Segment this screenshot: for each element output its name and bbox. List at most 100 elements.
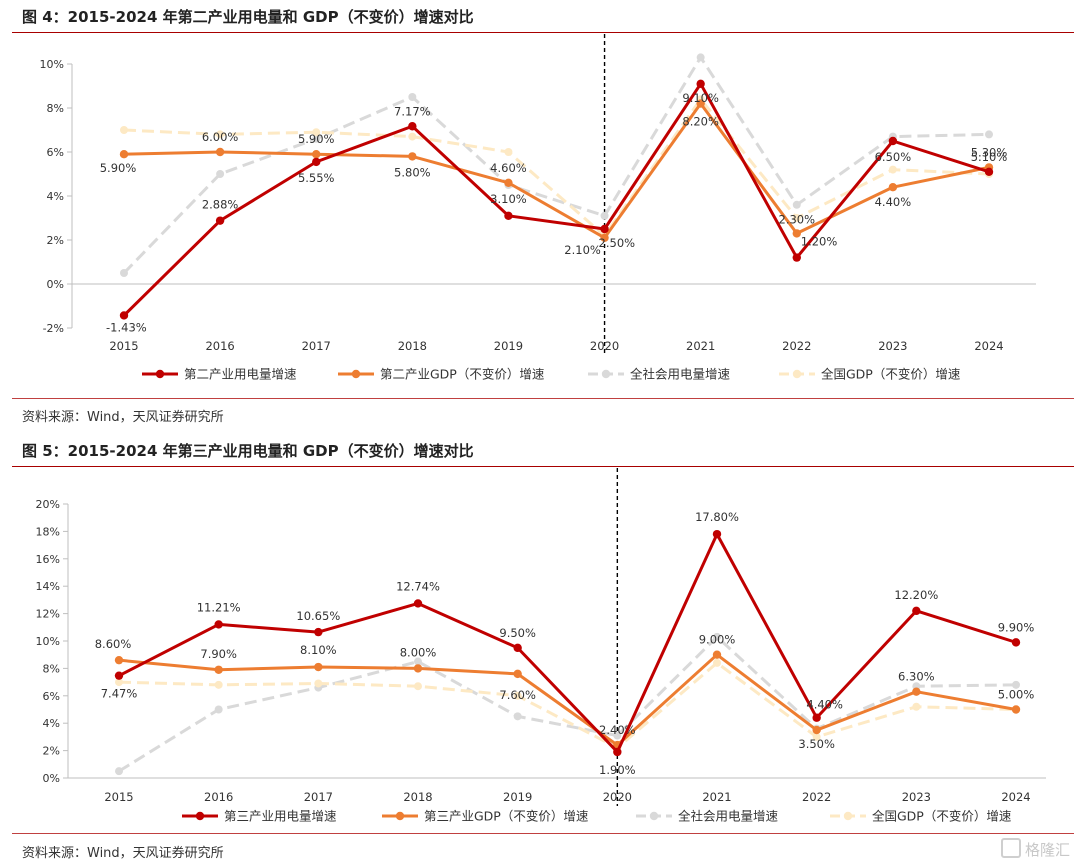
data-point [1011, 705, 1021, 714]
data-label: 9.00% [699, 633, 736, 647]
x-tick-label: 2021 [686, 339, 715, 353]
data-label: 9.10% [682, 91, 719, 105]
y-tick-label: 20% [36, 498, 60, 511]
data-point [888, 165, 897, 174]
y-tick-label: 0% [47, 278, 64, 291]
legend-swatch-marker [395, 811, 405, 821]
series-line [123, 102, 990, 240]
data-label: 5.30% [971, 145, 1008, 159]
data-point [214, 680, 223, 689]
data-label: 5.55% [298, 171, 335, 185]
legend-swatch-marker [155, 369, 165, 379]
data-point [312, 128, 321, 137]
data-point [984, 167, 994, 176]
data-label: 3.10% [490, 192, 527, 206]
data-label: 8.60% [95, 637, 132, 651]
data-point [792, 253, 801, 262]
data-label: 11.21% [197, 600, 241, 614]
x-tick-label: 2018 [398, 339, 427, 353]
data-point [504, 178, 513, 187]
figure-5-title: 图 5：2015-2024 年第三产业用电量和 GDP（不变价）增速对比 [22, 442, 474, 460]
x-tick-label: 2017 [302, 339, 331, 353]
data-point [600, 224, 609, 234]
x-tick-label: 2023 [878, 339, 907, 353]
series-line [123, 97, 990, 238]
data-point [408, 122, 417, 131]
data-label: 7.17% [394, 104, 431, 118]
data-label: 9.50% [499, 626, 536, 640]
x-tick-label: 2015 [104, 790, 133, 804]
data-point [888, 136, 898, 146]
data-point [504, 148, 513, 156]
x-tick-label: 2023 [902, 790, 931, 804]
data-point [314, 627, 323, 637]
data-point [792, 200, 801, 209]
legend-label: 第三产业用电量增速 [224, 809, 337, 824]
data-point [613, 747, 622, 757]
x-tick-label: 2024 [1001, 790, 1030, 804]
data-point [115, 767, 123, 776]
x-tick-label: 2018 [403, 790, 432, 804]
data-label: 12.20% [894, 588, 938, 602]
x-tick-label: 2016 [204, 790, 233, 804]
data-label: 6.30% [898, 670, 935, 684]
data-point [696, 79, 705, 88]
x-tick-label: 2016 [205, 339, 234, 353]
data-point [312, 150, 321, 159]
series-line [118, 653, 1017, 747]
data-point [696, 53, 705, 62]
y-tick-label: 14% [36, 580, 60, 593]
data-point [696, 99, 705, 108]
data-point [114, 655, 124, 665]
figure-5-chart: 0% 2% 4% 6% 8% 10% 12% 14% 16% 18% 20% 2015 2016 2017… [36, 468, 1046, 824]
data-point [408, 93, 417, 101]
data-point [215, 147, 225, 157]
data-point [712, 529, 722, 539]
data-point [513, 669, 522, 679]
data-label: 5.00% [998, 688, 1035, 702]
data-point [408, 152, 417, 161]
logo-icon [1000, 838, 1021, 858]
data-label: 4.40% [875, 195, 912, 209]
figure-5-bottom-rule [12, 833, 1074, 834]
data-point [600, 233, 609, 242]
data-label: 2.88% [202, 198, 239, 212]
data-point [792, 229, 801, 238]
data-point [214, 705, 223, 714]
x-tick-label: 2022 [782, 339, 811, 353]
y-tick-label: 16% [36, 553, 60, 566]
data-label: 6.00% [202, 130, 239, 144]
data-label: 7.90% [200, 647, 237, 661]
data-point [119, 311, 129, 320]
data-point [812, 732, 821, 741]
data-point [504, 211, 513, 220]
data-point [513, 691, 522, 700]
watermark-logo: 格隆汇 [1000, 838, 1070, 860]
data-point [119, 150, 129, 159]
legend-label: 全国GDP（不变价）增速 [872, 809, 1012, 824]
data-label: 1.20% [801, 235, 838, 249]
figure-4-bottom-rule [12, 398, 1074, 399]
data-point [912, 687, 921, 696]
x-tick-label: 2019 [494, 339, 523, 353]
data-point [513, 712, 522, 721]
data-label: 9.90% [998, 620, 1035, 634]
x-tick-label: 2015 [109, 339, 138, 353]
x-tick-label: 2021 [702, 790, 731, 804]
data-label: 10.65% [296, 609, 340, 623]
data-point [912, 702, 921, 711]
x-tick-label: 2024 [974, 339, 1003, 353]
data-label: 6.50% [875, 150, 912, 164]
data-point [216, 170, 225, 178]
data-point [812, 725, 821, 735]
legend-swatch-marker [195, 811, 205, 821]
data-point [912, 606, 921, 616]
data-label: 17.80% [695, 510, 739, 524]
data-point [985, 130, 993, 139]
data-point [312, 157, 321, 167]
data-label: 2.10% [564, 243, 601, 257]
data-label: 8.10% [300, 643, 337, 657]
legend-label: 全国GDP（不变价）增速 [821, 367, 961, 382]
y-tick-label: 8% [43, 662, 60, 675]
figure-4-chart: -2%0%2%4%6%8%10%2015 2016 2017 2018 2019 2020… [40, 34, 1036, 382]
